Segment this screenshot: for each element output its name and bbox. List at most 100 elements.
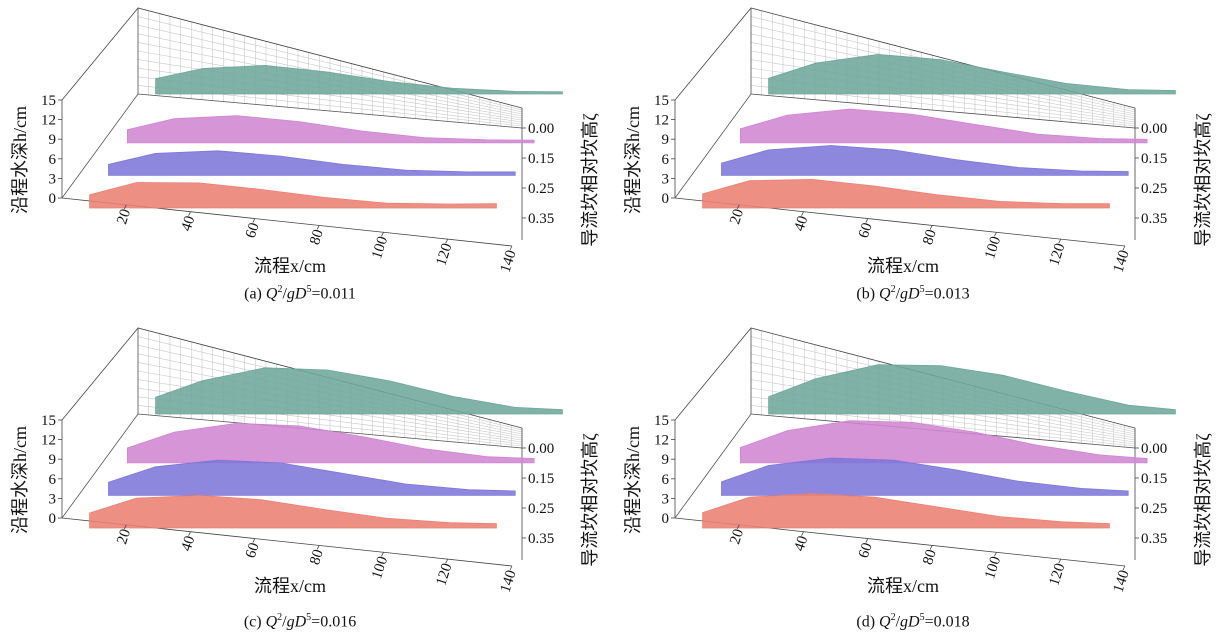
z-tick-label: 0.25 (1141, 501, 1167, 517)
y-tick-label: 9 (49, 132, 57, 148)
z-tick-label: 0.00 (528, 121, 554, 137)
x-tick-label: 40 (792, 534, 812, 553)
y-tick-label: 15 (654, 413, 669, 429)
z-axis-label: 导流坎相对坎高ζ (580, 113, 600, 247)
chart-b: 0 3 6 9 12 15 20 40 60 80 100 120 140 0.00 0.15 0.25 0.3… (623, 7, 1213, 276)
z-tick-label: 0.15 (528, 471, 554, 487)
series-area-2 (108, 150, 516, 176)
axis-box-edge (61, 93, 139, 199)
z-tick-label: 0.25 (528, 181, 554, 197)
caption-c: (c) Q2/gD5=0.016 (243, 612, 357, 631)
x-tick (252, 538, 256, 543)
x-tick-label: 140 (498, 568, 520, 594)
x-tick (1058, 558, 1062, 564)
x-tick (1122, 245, 1126, 251)
chart-a: 0 3 6 9 12 15 20 40 60 80 100 120 140 0.00 0.15 0.25 0.3… (10, 7, 600, 276)
x-tick-label: 60 (856, 541, 876, 560)
z-tick-label: 0.35 (528, 531, 554, 547)
x-tick (801, 531, 804, 536)
x-tick-label: 100 (982, 235, 1004, 261)
y-tick-label: 9 (49, 452, 57, 468)
x-tick (865, 218, 869, 223)
caption-a: (a) Q2/gD5=0.011 (244, 284, 356, 303)
y-tick-label: 6 (49, 472, 57, 488)
series-area-3 (89, 182, 497, 209)
x-tick-label: 100 (982, 555, 1004, 581)
z-axis-label: 导流坎相对坎高ζ (1193, 113, 1213, 247)
x-tick-label: 60 (243, 541, 263, 560)
axis-box-frame (61, 7, 523, 240)
series-area-2 (721, 145, 1129, 176)
y-tick-label: 12 (41, 433, 56, 449)
y-tick-label: 6 (662, 152, 670, 168)
x-tick-label: 140 (498, 248, 520, 274)
x-axis-label: 流程x/cm (867, 256, 939, 276)
y-tick-label: 3 (662, 491, 670, 507)
x-axis-label: 流程x/cm (254, 256, 326, 276)
series-area-3 (89, 494, 497, 529)
x-tick (736, 204, 740, 210)
caption-value: 0.018 (933, 613, 970, 631)
x-tick (316, 545, 320, 550)
axis-box-edge (674, 413, 752, 519)
x-tick (381, 552, 384, 557)
y-axis-label: 沿程水深h/cm (10, 426, 30, 534)
y-tick-label: 6 (49, 152, 57, 168)
z-tick-label: 0.15 (528, 151, 554, 167)
panel-b: 0 3 6 9 12 15 20 40 60 80 100 120 140 0.00 0.15 0.25 0.3… (613, 0, 1226, 319)
x-tick-label: 40 (179, 214, 199, 233)
x-tick (316, 225, 320, 230)
x-tick (252, 218, 256, 223)
series-area-3 (702, 178, 1110, 209)
y-tick-label: 9 (662, 452, 670, 468)
y-tick-label: 0 (662, 511, 670, 527)
y-tick-label: 0 (49, 511, 57, 527)
x-tick-label: 20 (114, 207, 134, 226)
x-tick (123, 204, 127, 210)
x-axis-label: 流程x/cm (867, 576, 939, 596)
y-tick-label: 3 (49, 491, 57, 507)
x-tick (929, 545, 933, 550)
x-tick (736, 524, 740, 530)
caption-b: (b) Q2/gD5=0.013 (856, 284, 970, 303)
z-tick-label: 0.35 (1141, 531, 1167, 547)
series-area-3 (702, 493, 1110, 529)
x-tick (188, 531, 191, 536)
z-tick-label: 0.00 (1141, 441, 1167, 457)
x-tick (865, 538, 869, 543)
x-tick-label: 140 (1111, 248, 1133, 274)
x-tick-label: 80 (920, 548, 940, 567)
x-tick-label: 20 (727, 207, 747, 226)
grid-line (137, 24, 523, 113)
y-tick-label: 12 (654, 113, 669, 129)
axis-box-edge (61, 413, 139, 519)
caption-prefix: (b) (856, 285, 880, 303)
z-axis-label: 导流坎相对坎高ζ (1193, 433, 1213, 567)
z-axis-label: 导流坎相对坎高ζ (580, 433, 600, 567)
x-tick (994, 552, 997, 557)
axis-box-edge (674, 93, 752, 199)
panel-d: 0 3 6 9 12 15 20 40 60 80 100 120 140 0.00 0.15 0.25 0.3… (613, 320, 1226, 639)
z-tick-label: 0.15 (1141, 151, 1167, 167)
x-tick (509, 565, 513, 571)
z-tick-label: 0.00 (528, 441, 554, 457)
x-tick-label: 80 (307, 548, 327, 567)
series-area-0 (768, 364, 1176, 415)
axis-box-edge (750, 93, 1136, 129)
y-tick-label: 0 (49, 191, 57, 207)
panel-c: 0 3 6 9 12 15 20 40 60 80 100 120 140 0.00 0.15 0.25 0.3… (0, 320, 613, 639)
series-area-0 (155, 64, 563, 95)
y-tick-label: 15 (41, 413, 56, 429)
x-tick (1058, 238, 1062, 244)
y-tick-label: 15 (41, 93, 56, 109)
x-tick-label: 120 (1046, 561, 1068, 587)
x-tick (509, 245, 513, 251)
y-axis-label: 沿程水深h/cm (623, 106, 643, 214)
x-tick (445, 558, 449, 564)
z-tick-label: 0.35 (1141, 211, 1167, 227)
caption-prefix: (c) (243, 613, 266, 631)
x-tick-label: 40 (792, 214, 812, 233)
caption-value: 0.013 (933, 285, 970, 303)
y-tick-label: 15 (654, 93, 669, 109)
caption-prefix: (d) (856, 613, 880, 631)
